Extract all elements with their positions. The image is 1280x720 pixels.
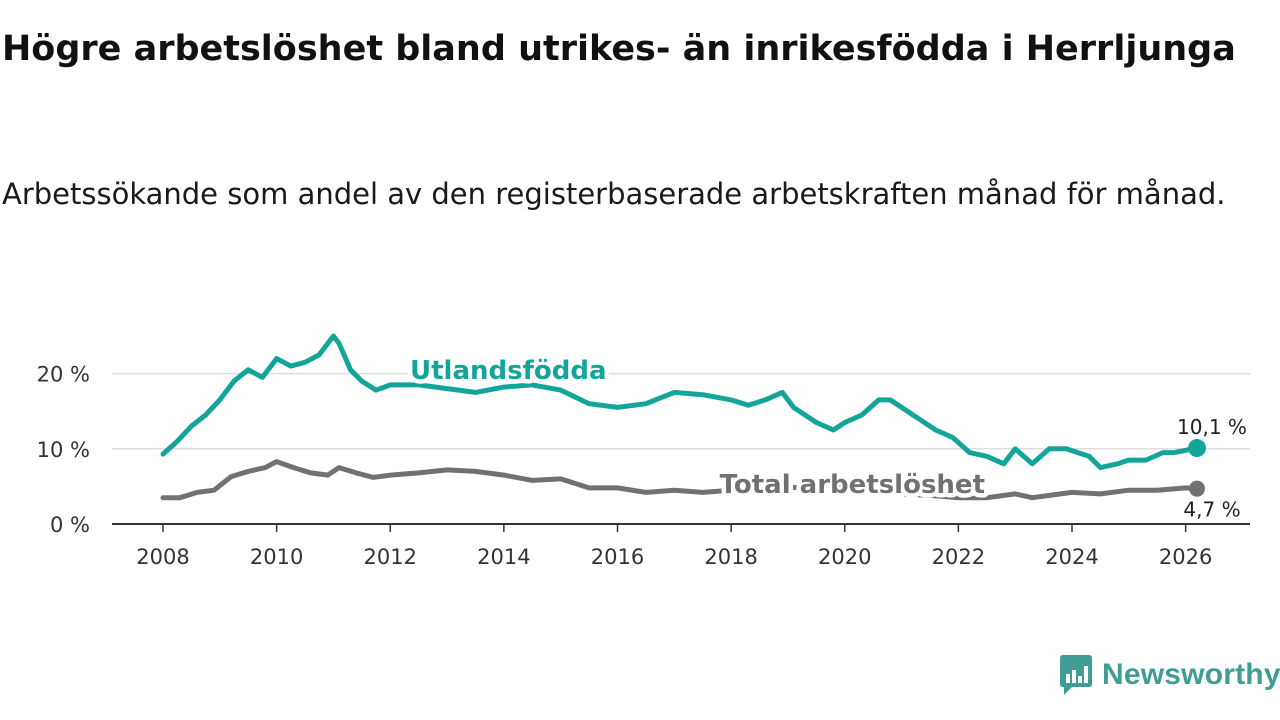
series-name-label-0: Utlandsfödda [410, 356, 607, 386]
x-tick-label: 2024 [1045, 545, 1098, 569]
y-tick-label: 20 % [37, 363, 90, 387]
gridlines [112, 372, 1250, 525]
x-tick-label: 2010 [250, 545, 303, 569]
axis-ticks: 0 % 10 % 20 % 2008 2010 2012 2014 2016 2018 2020 2… [37, 363, 1213, 569]
x-tick-label: 2020 [818, 545, 871, 569]
brand-name: Newsworthy [1102, 658, 1280, 691]
x-tick-label: 2012 [364, 545, 417, 569]
y-tick-label: 0 % [50, 513, 90, 537]
x-tick-label: 2018 [704, 545, 757, 569]
x-tick-label: 2016 [591, 545, 644, 569]
newsworthy-logo-icon [1060, 655, 1092, 695]
series-end-dot-1 [1189, 480, 1205, 497]
series-line-1 [160, 459, 1200, 501]
series-lines [160, 333, 1206, 501]
x-tick-label: 2026 [1159, 545, 1212, 569]
x-tick-label: 2014 [477, 545, 530, 569]
chart-subtitle: Arbetssökande som andel av den registerb… [2, 177, 1226, 211]
series-end-label-0: 10,1 % [1177, 415, 1247, 439]
series-name-label-1: Total arbetslöshet [720, 470, 985, 500]
chart-title: Högre arbetslöshet bland utrikes- än inr… [2, 29, 1236, 69]
series-labels: 10,1 % 4,7 % Utlandsfödda Total arbetslöshe… [406, 352, 1247, 522]
series-end-dot-0 [1188, 439, 1206, 458]
series-line-0 [160, 333, 1200, 471]
series-end-label-1: 4,7 % [1183, 498, 1240, 522]
newsworthy-brand[interactable]: Newsworthy [1058, 654, 1280, 696]
x-tick-label: 2008 [136, 545, 189, 569]
y-tick-label: 10 % [37, 438, 90, 462]
x-tick-label: 2022 [932, 545, 985, 569]
